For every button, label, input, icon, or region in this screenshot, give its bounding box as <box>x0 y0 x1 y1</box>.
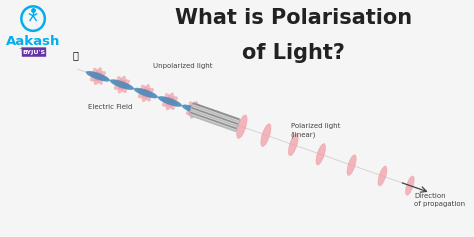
Ellipse shape <box>134 88 158 98</box>
Text: of Light?: of Light? <box>242 43 345 63</box>
Ellipse shape <box>138 88 154 98</box>
Polygon shape <box>193 103 239 120</box>
Text: Aakash: Aakash <box>6 35 60 48</box>
Ellipse shape <box>316 144 326 165</box>
Ellipse shape <box>182 105 206 115</box>
Ellipse shape <box>166 93 174 110</box>
Ellipse shape <box>86 71 109 81</box>
Ellipse shape <box>186 105 201 115</box>
Ellipse shape <box>237 115 247 138</box>
Text: Direction
of propagation: Direction of propagation <box>414 193 465 207</box>
Text: Electric Field: Electric Field <box>88 104 133 109</box>
Polygon shape <box>192 105 239 123</box>
Ellipse shape <box>94 68 102 85</box>
Ellipse shape <box>137 89 154 97</box>
Text: Polarized light
(linear): Polarized light (linear) <box>291 123 340 138</box>
Ellipse shape <box>191 106 238 128</box>
Ellipse shape <box>90 72 106 80</box>
Ellipse shape <box>114 80 130 90</box>
Polygon shape <box>191 109 237 127</box>
Ellipse shape <box>378 166 387 186</box>
Ellipse shape <box>158 96 182 106</box>
Ellipse shape <box>110 80 134 90</box>
Ellipse shape <box>142 85 150 102</box>
Ellipse shape <box>114 81 130 89</box>
Ellipse shape <box>117 77 127 93</box>
Ellipse shape <box>261 124 271 146</box>
Ellipse shape <box>162 97 178 105</box>
Ellipse shape <box>118 76 126 93</box>
Ellipse shape <box>288 134 298 156</box>
Ellipse shape <box>141 85 151 101</box>
Polygon shape <box>191 107 238 125</box>
Text: Unpolarized light: Unpolarized light <box>153 64 212 69</box>
Text: BYJU'S: BYJU'S <box>22 50 46 55</box>
Ellipse shape <box>189 102 199 118</box>
Ellipse shape <box>186 106 202 114</box>
Ellipse shape <box>190 101 198 118</box>
FancyBboxPatch shape <box>22 47 46 57</box>
Ellipse shape <box>90 71 106 81</box>
Text: What is Polarisation: What is Polarisation <box>175 8 412 28</box>
Ellipse shape <box>347 155 356 175</box>
Text: +: + <box>18 46 24 52</box>
Polygon shape <box>189 103 240 132</box>
Ellipse shape <box>406 176 414 195</box>
Ellipse shape <box>165 93 174 109</box>
Ellipse shape <box>93 68 102 84</box>
Ellipse shape <box>162 97 178 106</box>
Text: 💡: 💡 <box>72 50 78 60</box>
Polygon shape <box>189 114 236 132</box>
Polygon shape <box>190 112 237 129</box>
